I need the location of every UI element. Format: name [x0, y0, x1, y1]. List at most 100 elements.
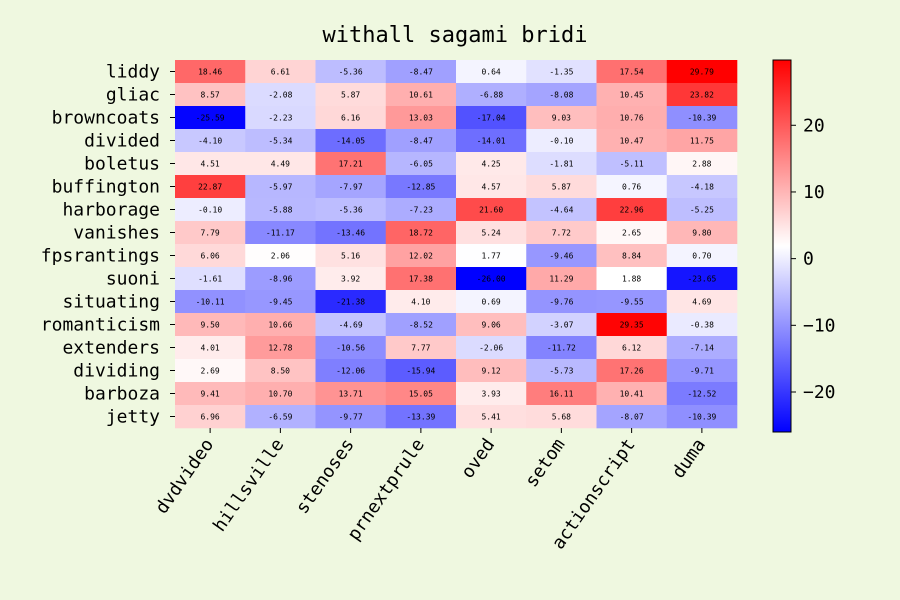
heatmap-cell — [596, 244, 668, 268]
heatmap-cell — [526, 290, 597, 314]
cell-value-label: -4.10 — [198, 137, 222, 146]
x-tick-label: setom — [521, 435, 569, 491]
cell-value-label: -9.76 — [549, 298, 573, 307]
heatmap-cell — [175, 221, 246, 245]
cell-value-label: -21.38 — [336, 298, 365, 307]
cell-value-label: -10.11 — [196, 298, 225, 307]
heatmap-cell — [315, 313, 387, 337]
heatmap-cell — [526, 267, 597, 291]
y-tick-label: harborage — [62, 200, 160, 221]
cell-value-label: -9.77 — [339, 413, 363, 422]
heatmap-cell — [666, 290, 738, 314]
heatmap-cell — [526, 336, 597, 360]
cell-value-label: 5.16 — [341, 252, 360, 261]
heatmap-cell — [175, 382, 246, 406]
cell-value-label: 23.82 — [690, 91, 714, 100]
heatmap-cell — [315, 359, 387, 383]
cell-value-label: -6.88 — [479, 91, 503, 100]
cell-value-label: -8.08 — [549, 91, 573, 100]
heatmap-cells: 18.46 6.61 -5.36 -8.47 0.64 -1.35 17.54 29.79 8.… — [175, 60, 738, 429]
cell-value-label: 8.57 — [200, 91, 219, 100]
heatmap-cell — [596, 359, 668, 383]
heatmap-cell — [245, 336, 316, 360]
colorbar-tick-label: −20 — [803, 382, 836, 403]
heatmap-cell — [666, 244, 738, 268]
heatmap-cell — [175, 405, 246, 429]
heatmap-cell — [315, 60, 387, 84]
cell-value-label: 10.70 — [268, 390, 292, 399]
heatmap-cell — [315, 152, 387, 176]
heatmap-cell — [385, 152, 457, 176]
heatmap-cell — [526, 359, 597, 383]
heatmap-cell — [596, 198, 668, 222]
y-tick-label: suoni — [106, 269, 160, 290]
heatmap-cell — [596, 290, 668, 314]
cell-value-label: -0.10 — [198, 206, 222, 215]
x-tick-label: duma — [668, 435, 710, 483]
cell-value-label: 7.79 — [200, 229, 219, 238]
heatmap-cell — [315, 175, 387, 199]
heatmap-cell — [526, 382, 597, 406]
heatmap-cell — [596, 221, 668, 245]
cell-value-label: -5.97 — [268, 183, 292, 192]
cell-value-label: -26.00 — [477, 275, 506, 284]
cell-value-label: -14.01 — [477, 137, 506, 146]
y-tick-label: extenders — [62, 338, 160, 359]
cell-value-label: -5.88 — [268, 206, 292, 215]
heatmap-cell — [385, 405, 457, 429]
cell-value-label: 9.41 — [200, 390, 219, 399]
heatmap-cell — [245, 267, 316, 291]
heatmap-cell — [385, 382, 457, 406]
cell-value-label: 6.12 — [622, 344, 641, 353]
cell-value-label: 8.84 — [622, 252, 641, 261]
cell-value-label: -5.34 — [268, 137, 292, 146]
cell-value-label: -8.47 — [409, 68, 433, 77]
heatmap-cell — [596, 106, 668, 130]
cell-value-label: -0.38 — [690, 321, 714, 330]
y-tick-label: jetty — [106, 407, 160, 428]
heatmap-cell — [456, 221, 527, 245]
cell-value-label: 6.06 — [200, 252, 219, 261]
cell-value-label: 0.70 — [692, 252, 711, 261]
cell-value-label: -9.55 — [620, 298, 644, 307]
heatmap-cell — [666, 129, 738, 153]
heatmap-cell — [526, 405, 597, 429]
chart-title: withall sagami bridi — [323, 23, 588, 48]
heatmap-cell — [596, 129, 668, 153]
cell-value-label: 4.25 — [481, 160, 500, 169]
y-axis-labels: liddygliacbrowncoatsdividedboletusbuffin… — [41, 62, 175, 428]
heatmap-cell — [666, 106, 738, 130]
heatmap-cell — [456, 267, 527, 291]
cell-value-label: 17.21 — [339, 160, 363, 169]
cell-value-label: 29.35 — [620, 321, 644, 330]
cell-value-label: -9.45 — [268, 298, 292, 307]
y-tick-label: liddy — [106, 62, 160, 83]
cell-value-label: 1.77 — [481, 252, 500, 261]
cell-value-label: -8.52 — [409, 321, 433, 330]
cell-value-label: -25.59 — [196, 114, 225, 123]
heatmap-cell — [666, 313, 738, 337]
heatmap-cell — [245, 405, 316, 429]
cell-value-label: 18.46 — [198, 68, 222, 77]
cell-value-label: 10.45 — [620, 91, 644, 100]
heatmap-cell — [385, 221, 457, 245]
cell-value-label: 1.88 — [622, 275, 641, 284]
cell-value-label: 11.75 — [690, 137, 714, 146]
heatmap-cell — [456, 244, 527, 268]
cell-value-label: 10.61 — [409, 91, 433, 100]
cell-value-label: -4.64 — [549, 206, 573, 215]
colorbar: 20 10 0 −10 −20 — [772, 59, 836, 433]
cell-value-label: 9.06 — [481, 321, 500, 330]
cell-value-label: -0.10 — [549, 137, 573, 146]
heatmap-cell — [456, 313, 527, 337]
heatmap-cell — [315, 106, 387, 130]
heatmap-cell — [456, 405, 527, 429]
cell-value-label: 21.60 — [479, 206, 503, 215]
x-tick-label: stenoses — [292, 435, 359, 518]
y-tick-label: buffington — [52, 177, 160, 198]
cell-value-label: -14.05 — [336, 137, 365, 146]
y-tick-label: dividing — [73, 361, 160, 382]
cell-value-label: 6.16 — [341, 114, 360, 123]
heatmap-cell — [385, 175, 457, 199]
cell-value-label: -12.85 — [406, 183, 435, 192]
